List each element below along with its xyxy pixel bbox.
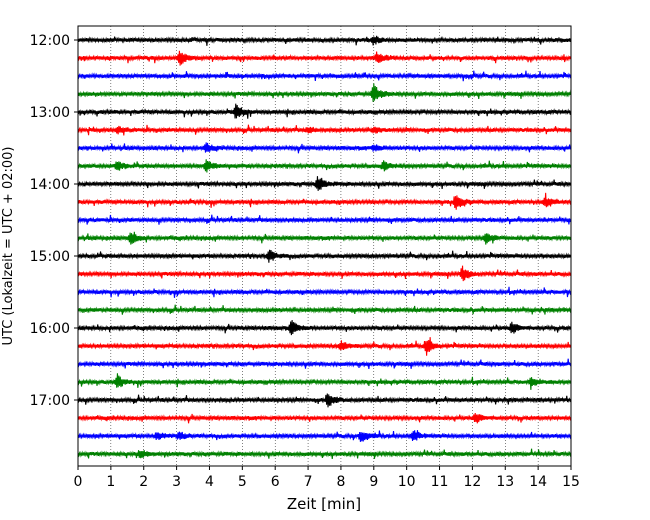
x-tick-label: 4 [205, 474, 214, 490]
y-axis-label: UTC (Lokalzeit = UTC + 02:00) [1, 147, 16, 346]
x-tick-label: 1 [106, 474, 115, 490]
x-tick-label: 10 [398, 474, 416, 490]
x-axis-label: Zeit [min] [287, 495, 361, 513]
trace-row-16 [77, 320, 572, 336]
trace-row-6 [77, 142, 572, 154]
trace-row-7 [77, 159, 572, 173]
seismic-traces [77, 35, 572, 460]
y-tick-label: 12:00 [30, 33, 70, 49]
x-tick-label: 5 [238, 474, 247, 490]
trace-row-19 [77, 373, 572, 390]
trace-row-15 [77, 304, 572, 315]
x-tick-label: 11 [431, 474, 449, 490]
trace-row-11 [77, 231, 572, 245]
x-tick-label: 7 [304, 474, 313, 490]
x-tick-label: 8 [336, 474, 345, 490]
trace-row-5 [77, 124, 572, 136]
trace-row-2 [77, 70, 572, 82]
trace-row-20 [77, 393, 572, 408]
trace-row-13 [77, 265, 572, 282]
trace-row-22 [77, 430, 572, 442]
trace-row-9 [77, 192, 572, 210]
x-tick-label: 12 [463, 474, 481, 490]
x-tick-label: 2 [139, 474, 148, 490]
x-tick-label: 0 [74, 474, 83, 490]
trace-row-18 [77, 358, 572, 370]
plot-frame [77, 25, 572, 467]
x-tick-label: 13 [496, 474, 514, 490]
y-tick-label: 13:00 [30, 105, 70, 121]
y-axis: 12:00 13:00 14:00 15:00 16:00 17:00 [30, 33, 78, 409]
trace-row-14 [77, 286, 572, 298]
x-tick-label: 15 [562, 474, 580, 490]
x-axis: 0 1 2 3 4 5 6 7 8 9 10 11 12 13 14 15 [74, 466, 580, 490]
trace-row-8 [77, 176, 572, 191]
x-tick-label: 9 [369, 474, 378, 490]
y-tick-label: 14:00 [30, 177, 70, 193]
y-tick-label: 15:00 [30, 249, 70, 265]
trace-row-21 [77, 412, 572, 424]
trace-row-23 [77, 448, 572, 460]
x-tick-label: 14 [529, 474, 547, 490]
y-tick-label: 17:00 [30, 393, 70, 409]
y-tick-label: 16:00 [30, 321, 70, 337]
x-tick-label: 6 [271, 474, 280, 490]
trace-row-12 [77, 249, 572, 263]
trace-row-10 [77, 214, 572, 225]
trace-row-4 [77, 103, 572, 119]
x-tick-label: 3 [172, 474, 181, 490]
trace-row-17 [77, 337, 572, 356]
trace-row-1 [77, 50, 572, 66]
trace-row-0 [77, 35, 572, 46]
grid-lines [110, 26, 539, 466]
trace-row-3 [77, 83, 572, 102]
